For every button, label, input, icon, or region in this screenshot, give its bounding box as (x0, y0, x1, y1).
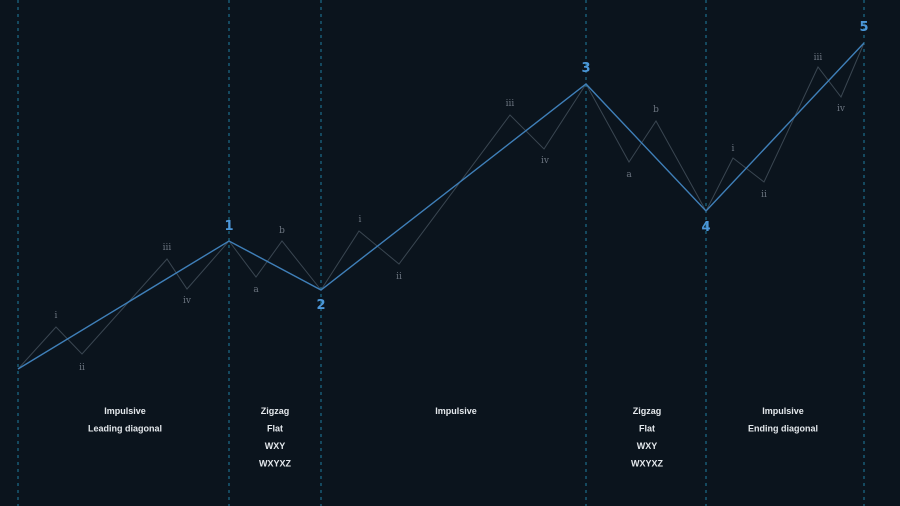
wave-caption-line: WXYXZ (259, 459, 292, 469)
sub-wave-label: a (253, 285, 259, 295)
wave-captions: Impulsive Leading diagonal Zigzag Flat WXY WX… (88, 406, 818, 469)
main-wave-line (17, 42, 865, 370)
wave-caption-line: Flat (267, 424, 283, 434)
wave-caption-line: Ending diagonal (748, 424, 818, 434)
sub-wave-label: iii (163, 243, 172, 253)
sub-wave-label: iv (183, 296, 192, 306)
sub-wave-label: i (359, 215, 362, 225)
main-wave-label: 2 (316, 298, 325, 313)
wave-caption-line: Leading diagonal (88, 424, 162, 434)
main-wave-label: 4 (701, 220, 710, 235)
wave-caption-line: WXY (265, 441, 286, 451)
wave-caption-line: Impulsive (104, 406, 146, 416)
sub-wave-line (585, 83, 707, 212)
sub-wave-label: a (626, 170, 632, 180)
main-wave-label: 3 (581, 61, 590, 76)
sub-wave-line (228, 240, 322, 291)
sub-wave-label: iv (837, 104, 846, 114)
wave-caption-line: WXYXZ (631, 459, 664, 469)
main-wave-label: 5 (859, 20, 868, 35)
sub-wave-label: iii (814, 53, 823, 63)
sub-wave-paths (17, 42, 865, 370)
sub-wave-label: b (653, 105, 659, 115)
sub-wave-label: iii (506, 99, 515, 109)
sub-wave-label: ii (396, 272, 402, 282)
sub-wave-label: ii (79, 363, 85, 373)
wave-caption-line: Flat (639, 424, 655, 434)
sub-wave-label: iv (541, 156, 550, 166)
main-wave-labels: 1 2 3 4 5 (224, 20, 868, 313)
wave-caption-line: Impulsive (762, 406, 804, 416)
sub-wave-line (17, 240, 230, 370)
wave-caption-line: Zigzag (633, 406, 662, 416)
wave-caption-line: Zigzag (261, 406, 290, 416)
main-wave-path (17, 42, 865, 370)
wave-caption-line: Impulsive (435, 406, 477, 416)
sub-wave-line (705, 42, 865, 212)
sub-wave-label: i (732, 144, 735, 154)
sub-wave-label: i (55, 311, 58, 321)
wave-caption-line: WXY (637, 441, 658, 451)
main-wave-label: 1 (224, 219, 233, 234)
sub-wave-line (320, 83, 587, 291)
sub-wave-label: ii (761, 190, 767, 200)
sub-wave-label: b (279, 226, 285, 236)
